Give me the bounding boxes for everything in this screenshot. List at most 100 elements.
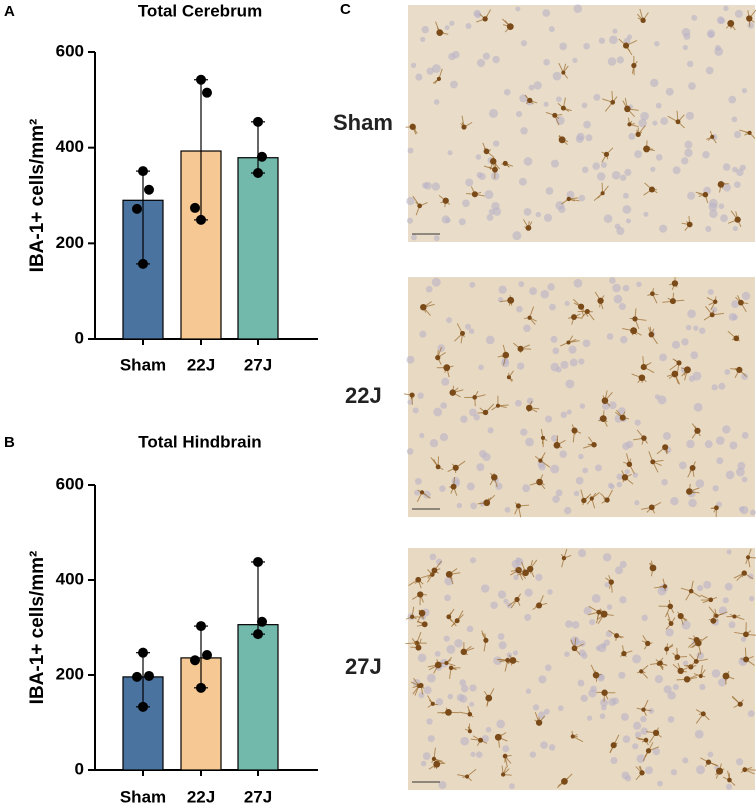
nucleus [723, 5, 729, 12]
microglia [505, 657, 511, 663]
microglia [714, 613, 719, 618]
nucleus [654, 394, 660, 400]
nucleus [659, 224, 668, 233]
nucleus [663, 685, 672, 694]
microglia [710, 134, 715, 139]
microglia [536, 602, 543, 609]
nucleus [708, 198, 718, 208]
nucleus [447, 150, 453, 156]
nucleus [732, 225, 738, 232]
nucleus [456, 502, 463, 509]
microglia [435, 355, 441, 361]
microglia [610, 99, 616, 105]
nucleus [426, 673, 436, 683]
nucleus [604, 582, 610, 588]
nucleus [540, 741, 548, 749]
y-axis-label: IBA-1+ cells/mm² [27, 551, 48, 705]
nucleus [495, 482, 503, 490]
nucleus [652, 747, 661, 756]
nucleus [497, 633, 505, 640]
nucleus [609, 35, 618, 45]
nucleus [560, 411, 568, 419]
nucleus [695, 479, 705, 488]
nucleus [480, 584, 490, 593]
microglia [452, 464, 459, 471]
nucleus [421, 25, 429, 34]
nucleus [593, 93, 601, 101]
nucleus [731, 300, 740, 309]
microglia [445, 570, 453, 578]
nucleus [443, 635, 450, 642]
microglia [657, 660, 663, 666]
nucleus [518, 177, 527, 186]
nucleus [581, 652, 588, 659]
microglia [517, 345, 524, 352]
nucleus [473, 9, 481, 18]
nucleus [636, 281, 642, 288]
nucleus [548, 26, 555, 33]
microglia [566, 340, 571, 345]
nucleus [490, 601, 498, 609]
bar [237, 624, 279, 771]
nucleus [650, 78, 659, 88]
nucleus [508, 783, 515, 790]
nucleus [476, 463, 485, 472]
nucleus [419, 432, 425, 439]
nucleus [524, 588, 533, 597]
microglia [501, 772, 506, 777]
microglia [443, 364, 451, 372]
nucleus [609, 277, 616, 284]
nucleus [469, 684, 477, 692]
microglia [746, 15, 753, 22]
nucleus [688, 82, 696, 90]
nucleus [564, 506, 572, 515]
data-point [138, 647, 148, 658]
nucleus [526, 397, 534, 405]
nucleus [522, 484, 531, 493]
nucleus [681, 620, 691, 630]
nucleus [654, 675, 664, 684]
nucleus [606, 333, 614, 340]
nucleus [634, 731, 642, 738]
microglia [482, 16, 488, 22]
nucleus [632, 654, 642, 664]
microglia [743, 656, 750, 663]
microglia [700, 711, 706, 717]
nucleus [444, 25, 450, 31]
nucleus [414, 489, 421, 496]
microglia [639, 669, 644, 674]
nucleus [599, 713, 606, 720]
microglia [737, 701, 743, 707]
microglia [471, 191, 478, 198]
nucleus [622, 192, 629, 199]
microglia [581, 497, 587, 504]
nucleus [550, 335, 558, 343]
microglia [591, 442, 597, 448]
nucleus [707, 751, 714, 758]
microglia [527, 565, 534, 573]
x-tick-label: 27J [244, 355, 272, 374]
microglia [676, 360, 682, 366]
nucleus [718, 678, 727, 687]
nucleus [684, 148, 693, 158]
microglia [435, 464, 441, 470]
nucleus [624, 168, 632, 176]
x-tick-label: Sham [120, 787, 166, 806]
nucleus [422, 752, 431, 760]
microglia [708, 597, 714, 603]
microglia [448, 665, 454, 671]
nucleus [418, 692, 425, 699]
nucleus [565, 379, 575, 389]
microglia [540, 435, 546, 440]
microglia [671, 370, 679, 378]
nucleus [640, 727, 648, 735]
microglia [446, 614, 452, 620]
microglia [667, 603, 674, 610]
microglia [649, 564, 657, 572]
nucleus [482, 52, 491, 60]
nucleus [702, 150, 710, 159]
nucleus [690, 351, 699, 360]
microglia [561, 778, 568, 785]
nucleus [741, 432, 749, 439]
